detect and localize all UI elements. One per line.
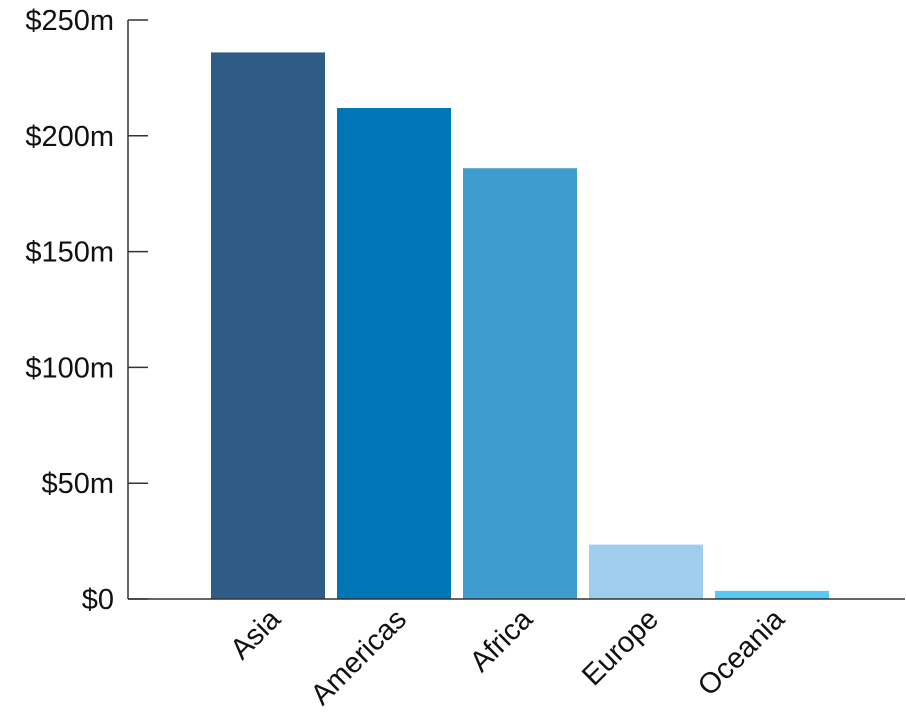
bars bbox=[211, 52, 829, 600]
x-category-label: Africa bbox=[464, 603, 540, 679]
x-category-label: Europe bbox=[576, 603, 665, 692]
y-tick-label: $0 bbox=[82, 584, 114, 616]
bar-africa bbox=[463, 168, 577, 599]
y-tick-label: $250m bbox=[25, 5, 114, 37]
y-tick-label: $50m bbox=[41, 468, 114, 500]
x-axis: Asia Americas Africa Europe Oceania bbox=[128, 598, 905, 711]
y-tick-label: $100m bbox=[25, 352, 114, 384]
x-category-label: Asia bbox=[224, 603, 287, 666]
bar-americas bbox=[337, 108, 451, 600]
x-category-label: Americas bbox=[305, 603, 413, 711]
y-tick-label: $150m bbox=[25, 237, 114, 269]
bar-europe bbox=[589, 544, 703, 599]
bar-oceania bbox=[715, 590, 829, 599]
y-tick-label: $200m bbox=[25, 121, 114, 153]
bar-asia bbox=[211, 52, 325, 599]
x-category-label: Oceania bbox=[692, 603, 792, 703]
y-axis: $0 $50m $100m $150m $200m $250m bbox=[25, 5, 148, 616]
